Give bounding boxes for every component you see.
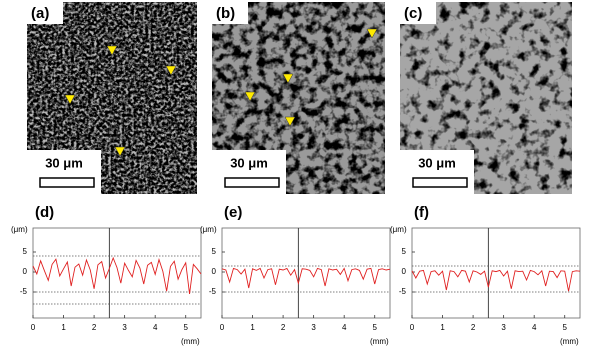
x-tick-label: 2 [92,323,97,332]
plot-frame [411,227,581,319]
x-tick-label: 0 [410,323,415,332]
x-axis-label: (mm) [560,337,579,346]
plot-frame [32,227,202,319]
chart-label: (e) [224,204,242,221]
y-axis-label: (μm) [390,225,407,234]
scale-bar-label: 30 μm [418,155,456,170]
panel-label: (c) [404,5,422,22]
x-tick-label: 3 [311,323,316,332]
scale-bar-label: 30 μm [45,155,83,170]
y-tick-label: -5 [20,287,28,296]
plot-frame [221,227,391,319]
chart-label: (f) [414,204,429,221]
profile-line [411,269,581,292]
x-tick-label: 0 [220,323,225,332]
profiles: (d) (μm) (mm) -5 0 5 0 1 2 3 4 5 (e) (μm) (mm) -5 0 5 0 1 2 3… [11,204,581,346]
x-tick-label: 2 [281,323,286,332]
micrograph-a: (a) 30 μm [27,2,197,194]
x-tick-label: 3 [501,323,506,332]
y-tick-label: 0 [212,267,217,276]
micrograph-b: (b) 30 μm [212,2,385,194]
x-tick-label: 3 [122,323,127,332]
x-tick-label: 5 [184,323,189,332]
x-tick-label: 5 [563,323,568,332]
profile-line [32,256,202,295]
y-tick-label: -5 [209,287,217,296]
x-axis-label: (mm) [181,337,200,346]
micrograph-c: (c) 30 μm [400,2,572,194]
profile-line [221,267,391,289]
x-tick-label: 4 [342,323,347,332]
x-tick-label: 4 [532,323,537,332]
y-tick-label: 5 [23,247,28,256]
x-tick-label: 4 [153,323,158,332]
scale-bar-label: 30 μm [230,155,268,170]
y-tick-label: 0 [23,267,28,276]
y-tick-label: -5 [399,287,407,296]
x-tick-label: 1 [250,323,255,332]
y-tick-label: 5 [402,247,407,256]
panel-label: (b) [216,5,235,22]
x-tick-label: 5 [373,323,378,332]
x-tick-label: 2 [471,323,476,332]
y-axis-label: (μm) [11,225,28,234]
y-tick-label: 5 [212,247,217,256]
y-tick-label: 0 [402,267,407,276]
x-tick-label: 1 [440,323,445,332]
panel-label: (a) [31,5,49,22]
x-tick-label: 0 [31,323,36,332]
x-axis-label: (mm) [370,337,389,346]
y-axis-label: (μm) [200,225,217,234]
x-tick-label: 1 [61,323,66,332]
chart-label: (d) [35,204,54,221]
